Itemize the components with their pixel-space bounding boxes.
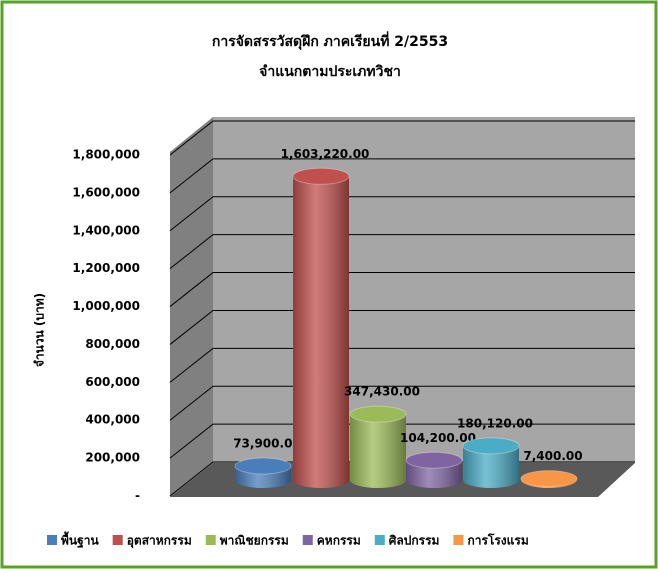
side-wall <box>170 117 213 497</box>
value-label: 1,603,220.00 <box>281 147 370 161</box>
grid-line <box>169 385 635 421</box>
value-label: 180,120.00 <box>457 416 533 430</box>
cylinder-shade <box>406 460 462 488</box>
grid-line <box>169 234 635 270</box>
cylinder-top <box>462 437 520 455</box>
y-tick-label: 1,000,000 <box>72 299 140 313</box>
grid-line <box>169 423 635 459</box>
y-tick-label: 1,600,000 <box>72 185 140 199</box>
legend-swatch <box>302 535 313 545</box>
value-label: 347,430.00 <box>344 385 420 399</box>
y-tick-label: 1,400,000 <box>72 223 140 237</box>
legend-swatch <box>112 535 123 545</box>
legend-label: อุตสาหกรรม <box>127 534 192 549</box>
grid-line <box>169 272 635 307</box>
legend-swatch <box>205 535 216 545</box>
legend-swatch <box>453 535 464 545</box>
value-label: 7,400.00 <box>523 449 582 463</box>
value-label: 104,200.00 <box>400 431 476 445</box>
chart-subtitle: จำแนกตามประเภทวิชา <box>259 64 401 80</box>
y-tick-label: 200,000 <box>85 451 140 465</box>
cylinder-shade <box>350 414 406 488</box>
cylinder-top <box>520 470 578 488</box>
legend-label: พื้นฐาน <box>61 531 99 549</box>
legend-swatch <box>374 535 385 545</box>
y-tick-label: - <box>135 489 140 503</box>
cylinder-shade <box>235 466 291 488</box>
grid-line <box>169 158 635 194</box>
legend-label: การโรงแรม <box>467 533 528 548</box>
back-wall <box>213 117 635 463</box>
chart-title: การจัดสรรวัสดุฝึก ภาคเรียนที่ 2/2553 <box>212 31 448 50</box>
y-tick-label: 400,000 <box>85 413 140 427</box>
y-axis-label: จำนวน (บาท) <box>33 293 47 367</box>
cylinder-shade <box>521 478 577 488</box>
y-tick-label: 800,000 <box>85 337 140 351</box>
grid-line <box>169 347 635 383</box>
y-tick-label: 600,000 <box>85 375 140 389</box>
cylinder-top <box>292 167 350 185</box>
legend-swatch <box>47 535 57 545</box>
cylinder-top <box>405 451 463 469</box>
grid-line <box>169 196 635 232</box>
cylinder-top <box>234 457 292 475</box>
cylinder-shade <box>463 445 519 488</box>
legend-label: พาณิชยกรรม <box>220 534 289 548</box>
y-tick-label: 1,800,000 <box>72 148 140 162</box>
legend-label: คหกรรม <box>317 534 361 548</box>
legend-label: ศิลปกรรม <box>389 534 440 548</box>
cylinder-shade <box>293 176 349 489</box>
cylinder-top <box>349 405 407 423</box>
y-tick-label: 1,200,000 <box>72 261 140 275</box>
grid-line <box>169 309 635 345</box>
value-label: 73,900.00 <box>233 437 301 451</box>
grid-line <box>169 120 635 156</box>
